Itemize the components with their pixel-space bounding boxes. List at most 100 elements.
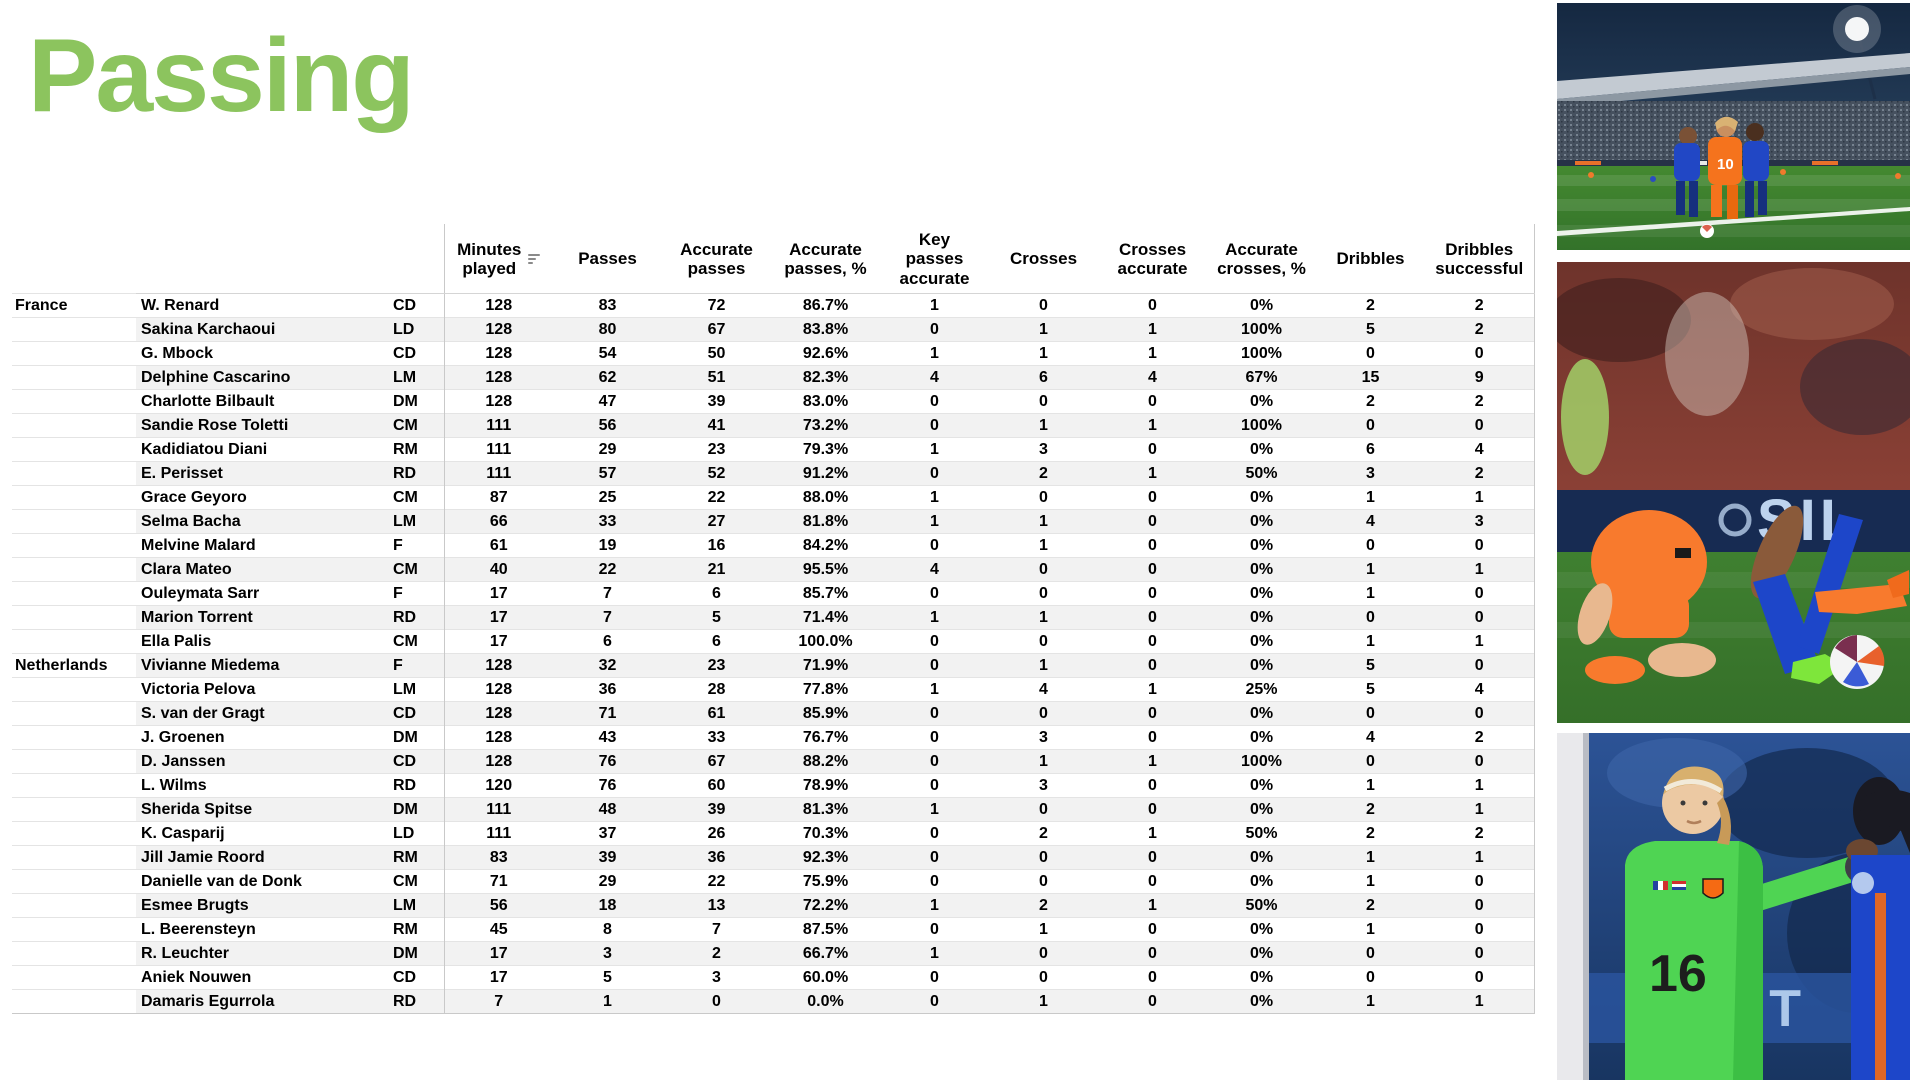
- stat-value: 17: [443, 581, 553, 606]
- player-name: Danielle van de Donk: [136, 869, 388, 894]
- stat-value: 32: [553, 653, 662, 678]
- player-name: Sandie Rose Toletti: [136, 413, 388, 438]
- stat-value: 61: [443, 533, 553, 558]
- team-label: Netherlands: [12, 653, 136, 678]
- stat-value: 78.9%: [771, 773, 880, 798]
- col-header-accurate-passes[interactable]: Accurate passes: [662, 224, 771, 295]
- team-label: [12, 965, 136, 990]
- col-header-key-passes-accurate[interactable]: Key passes accurate: [880, 224, 989, 295]
- stat-value: 0%: [1207, 917, 1316, 942]
- team-label: [12, 581, 136, 606]
- stat-value: 2: [1425, 821, 1535, 846]
- stat-value: 25: [553, 485, 662, 510]
- stat-value: 4: [989, 677, 1098, 702]
- player-name: Esmee Brugts: [136, 893, 388, 918]
- col-header-crosses-accurate[interactable]: Crosses accurate: [1098, 224, 1207, 295]
- stat-value: 1: [1425, 773, 1535, 798]
- table-row: France W. Renard CD 128 83 72 86.7% 1 0 0 0% 2 2: [12, 293, 1535, 318]
- sort-descending-icon[interactable]: [528, 254, 541, 265]
- stat-value: 1: [1316, 629, 1425, 654]
- team-label: [12, 461, 136, 486]
- stat-value: 1: [880, 797, 989, 822]
- stat-value: 0: [880, 653, 989, 678]
- stat-value: 50%: [1207, 893, 1316, 918]
- stat-value: 1: [880, 485, 989, 510]
- stat-value: 1: [989, 509, 1098, 534]
- team-label: [12, 917, 136, 942]
- team-label: [12, 893, 136, 918]
- player-position: DM: [388, 941, 444, 966]
- player-name: D. Janssen: [136, 749, 388, 774]
- stat-value: 1: [880, 293, 989, 318]
- stat-value: 0%: [1207, 845, 1316, 870]
- stat-value: 100%: [1207, 413, 1316, 438]
- stat-value: 4: [1316, 509, 1425, 534]
- player-name: Damaris Egurrola: [136, 989, 388, 1015]
- stat-value: 0%: [1207, 629, 1316, 654]
- col-header-crosses[interactable]: Crosses: [989, 224, 1098, 295]
- stat-value: 3: [1425, 509, 1535, 534]
- stat-value: 1: [989, 533, 1098, 558]
- stat-value: 1: [1425, 629, 1535, 654]
- player-position: RM: [388, 917, 444, 942]
- player-position: RM: [388, 437, 444, 462]
- stat-value: 5: [553, 965, 662, 990]
- stat-value: 128: [443, 749, 553, 774]
- stat-value: 1: [989, 917, 1098, 942]
- stat-value: 1: [1316, 581, 1425, 606]
- stat-value: 0: [989, 965, 1098, 990]
- team-label: [12, 677, 136, 702]
- stat-value: 0%: [1207, 557, 1316, 582]
- stat-value: 0: [989, 581, 1098, 606]
- stat-value: 0: [880, 917, 989, 942]
- stat-value: 1: [1425, 797, 1535, 822]
- stat-value: 61: [662, 701, 771, 726]
- col-header-dribbles-successful[interactable]: Dribbles successful: [1425, 224, 1535, 295]
- stat-value: 88.0%: [771, 485, 880, 510]
- player-position: LD: [388, 821, 444, 846]
- player-position: LD: [388, 317, 444, 342]
- stat-value: 1: [1316, 869, 1425, 894]
- stat-value: 87: [443, 485, 553, 510]
- stat-value: 39: [553, 845, 662, 870]
- team-label: [12, 533, 136, 558]
- stat-value: 0: [1425, 605, 1535, 630]
- stat-value: 6: [989, 365, 1098, 390]
- player-position: CM: [388, 869, 444, 894]
- player-name: Aniek Nouwen: [136, 965, 388, 990]
- col-header-accurate-crosses-pct[interactable]: Accurate crosses, %: [1207, 224, 1316, 295]
- col-header-accurate-passes-pct[interactable]: Accurate passes, %: [771, 224, 880, 295]
- stat-value: 128: [443, 341, 553, 366]
- stat-value: 1: [989, 989, 1098, 1015]
- stat-value: 4: [880, 557, 989, 582]
- stat-value: 0: [880, 773, 989, 798]
- stat-value: 0: [1098, 941, 1207, 966]
- stat-value: 0: [989, 557, 1098, 582]
- stat-value: 111: [443, 821, 553, 846]
- col-header-minutes-played[interactable]: Minutes played: [443, 224, 553, 295]
- player-name: Clara Mateo: [136, 557, 388, 582]
- col-header-minutes-label: Minutes played: [457, 239, 522, 279]
- stat-value: 0%: [1207, 797, 1316, 822]
- stat-value: 27: [662, 509, 771, 534]
- col-header-passes[interactable]: Passes: [553, 224, 662, 295]
- stat-value: 92.3%: [771, 845, 880, 870]
- player-position: CD: [388, 701, 444, 726]
- stat-value: 4: [880, 365, 989, 390]
- stat-value: 1: [1098, 461, 1207, 486]
- stat-value: 1: [880, 677, 989, 702]
- col-header-dribbles[interactable]: Dribbles: [1316, 224, 1425, 295]
- table-row: Melvine Malard F 61 19 16 84.2% 0 1 0 0% 0 0: [12, 533, 1535, 558]
- stat-value: 0: [1098, 485, 1207, 510]
- player-position: CD: [388, 293, 444, 318]
- stat-value: 1: [1425, 485, 1535, 510]
- stat-value: 1: [989, 317, 1098, 342]
- stat-value: 48: [553, 797, 662, 822]
- stat-value: 0%: [1207, 605, 1316, 630]
- table-row: Danielle van de Donk CM 71 29 22 75.9% 0 0 0 0% 1 0: [12, 869, 1535, 894]
- player-name: L. Beerensteyn: [136, 917, 388, 942]
- stat-value: 128: [443, 653, 553, 678]
- stat-value: 0%: [1207, 941, 1316, 966]
- stat-value: 128: [443, 725, 553, 750]
- stat-value: 50%: [1207, 461, 1316, 486]
